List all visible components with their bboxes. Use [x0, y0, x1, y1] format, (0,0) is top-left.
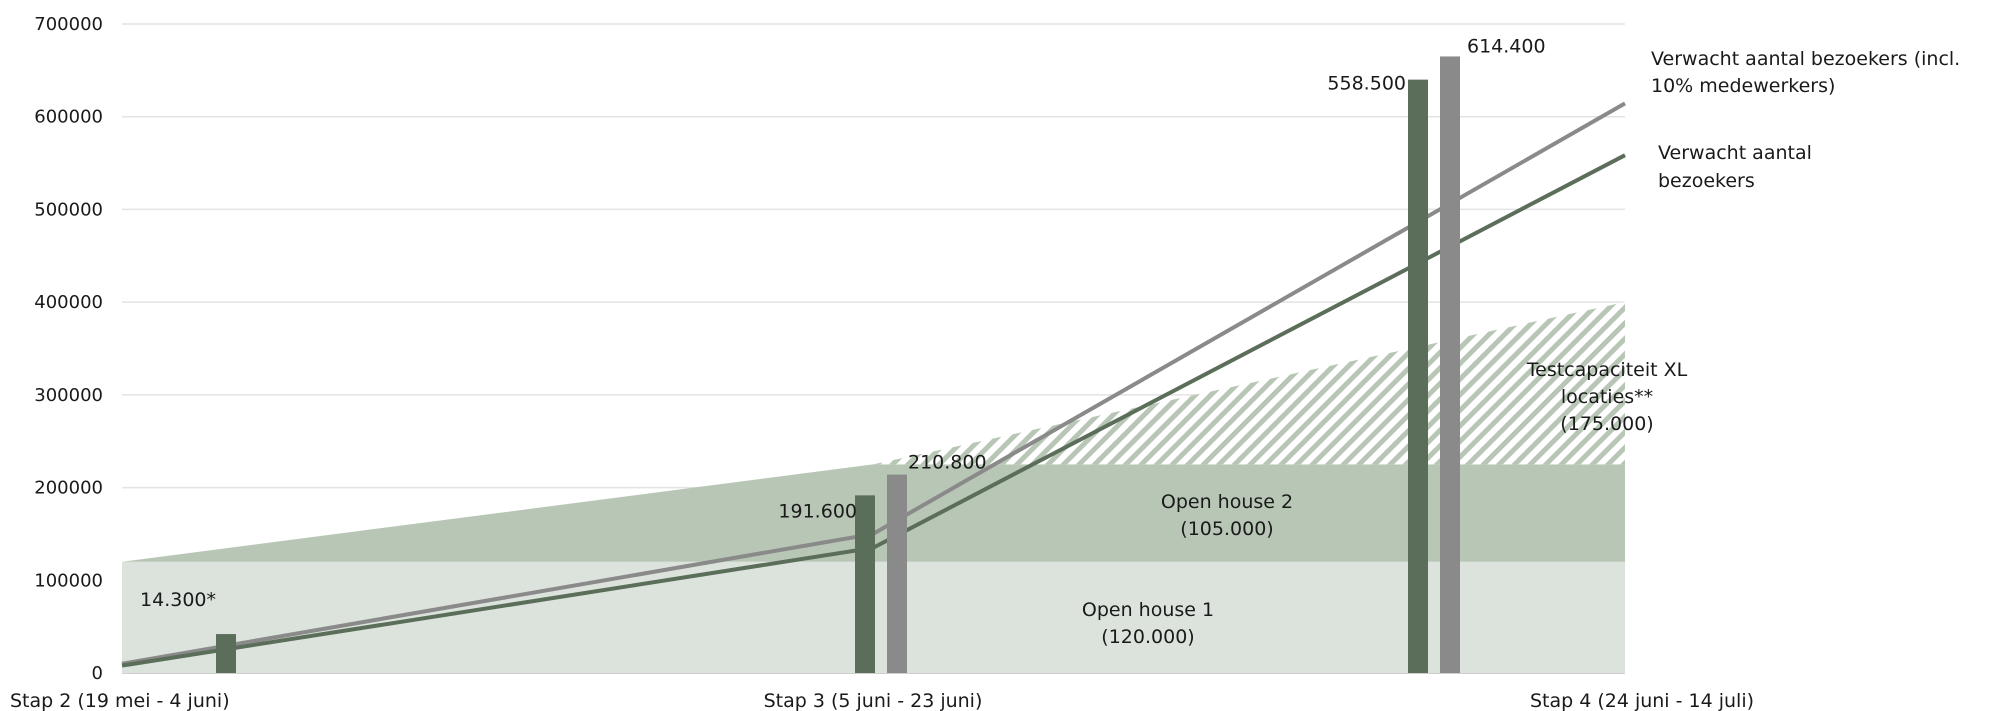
- open-house-2-value: (105.000): [1180, 518, 1273, 540]
- line-gray-label-2: 10% medewerkers): [1651, 75, 1835, 97]
- x-tick-label: Stap 4 (24 juni - 14 juli): [1530, 690, 1754, 711]
- open-house-1-label: Open house 1: [1082, 599, 1214, 621]
- bar: [887, 474, 907, 673]
- y-tick-label: 500000: [34, 199, 103, 220]
- bar: [1408, 79, 1428, 674]
- bar: [216, 634, 236, 673]
- y-tick-label: 0: [92, 663, 103, 684]
- x-tick-label: Stap 2 (19 mei - 4 juni): [10, 690, 230, 711]
- testcapaciteit-label-2: locaties**: [1561, 386, 1653, 408]
- bar-value-label: 14.300*: [140, 589, 216, 611]
- bar: [1440, 56, 1460, 673]
- x-tick-label: Stap 3 (5 juni - 23 juni): [764, 690, 983, 711]
- y-tick-label: 300000: [34, 385, 103, 406]
- open-house-1-value: (120.000): [1101, 626, 1194, 648]
- line-gray-label-1: Verwacht aantal bezoekers (incl.: [1651, 48, 1960, 70]
- y-tick-label: 100000: [34, 570, 103, 591]
- bar: [855, 495, 875, 673]
- bar-value-label: 558.500: [1327, 73, 1406, 95]
- y-tick-label: 400000: [34, 292, 103, 313]
- x-axis-ticks: Stap 2 (19 mei - 4 juni) Stap 3 (5 juni -…: [10, 690, 1754, 711]
- y-tick-label: 700000: [34, 14, 103, 35]
- testcapaciteit-value: (175.000): [1560, 413, 1653, 435]
- testcapaciteit-label-1: Testcapaciteit XL: [1526, 359, 1688, 381]
- line-green-label-1: Verwacht aantal: [1658, 142, 1812, 164]
- y-tick-label: 600000: [34, 107, 103, 128]
- y-tick-label: 200000: [34, 478, 103, 499]
- testcapaciteit-xl-area: [873, 302, 1625, 465]
- bar-value-label: 614.400: [1467, 35, 1546, 57]
- line-green-label-2: bezoekers: [1658, 170, 1755, 192]
- y-axis-ticks: 0 100000 200000 300000 400000 500000 600000 700…: [34, 14, 103, 684]
- bar-value-label: 191.600: [778, 500, 857, 522]
- bars: 14.300* 191.600 210.800 558.500 614.400: [140, 35, 1546, 674]
- open-house-2-label: Open house 2: [1161, 491, 1293, 513]
- bar-value-label: 210.800: [908, 452, 987, 474]
